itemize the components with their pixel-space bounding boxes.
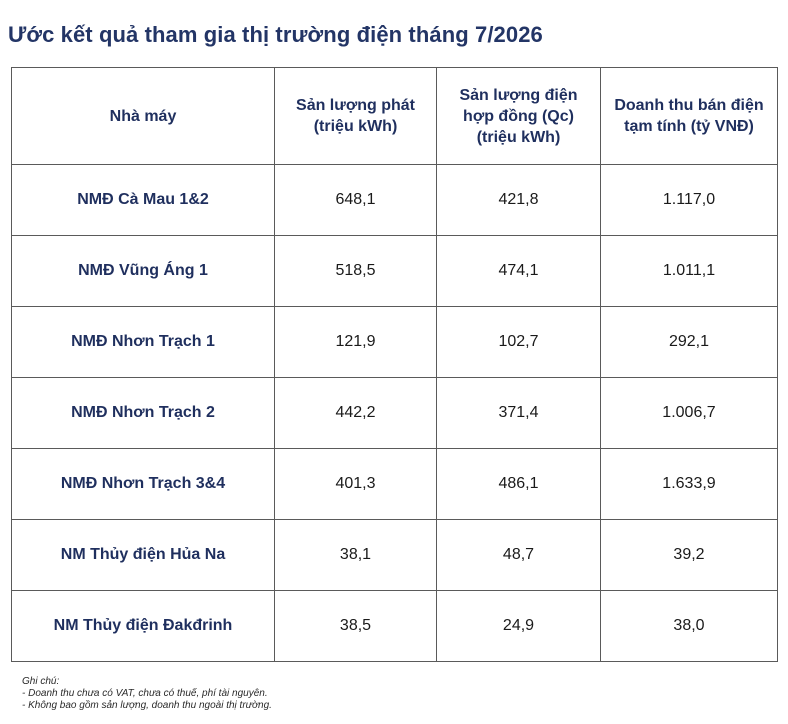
plant-name-cell: NMĐ Cà Mau 1&2 <box>11 164 275 236</box>
revenue-cell: 1.117,0 <box>600 164 778 236</box>
table-row: NMĐ Nhơn Trạch 1 121,9 102,7 292,1 <box>11 306 778 378</box>
contract-output-cell: 24,9 <box>436 590 601 662</box>
output-cell: 648,1 <box>274 164 437 236</box>
output-cell: 518,5 <box>274 235 437 307</box>
plant-name-cell: NMĐ Nhơn Trạch 2 <box>11 377 275 449</box>
note-line: - Không bao gồm sản lượng, doanh thu ngo… <box>22 700 272 711</box>
contract-output-cell: 486,1 <box>436 448 601 520</box>
table-row: NMĐ Nhơn Trạch 2 442,2 371,4 1.006,7 <box>11 377 778 449</box>
revenue-cell: 1.633,9 <box>600 448 778 520</box>
revenue-cell: 1.011,1 <box>600 235 778 307</box>
contract-output-cell: 102,7 <box>436 306 601 378</box>
revenue-cell: 38,0 <box>600 590 778 662</box>
revenue-cell: 39,2 <box>600 519 778 591</box>
contract-output-cell: 48,7 <box>436 519 601 591</box>
contract-output-cell: 421,8 <box>436 164 601 236</box>
note-line: - Doanh thu chưa có VAT, chưa có thuế, p… <box>22 688 268 699</box>
output-cell: 38,5 <box>274 590 437 662</box>
table-row: NM Thủy điện Đakđrinh 38,5 24,9 38,0 <box>11 590 778 662</box>
header-revenue: Doanh thu bán điện tạm tính (tỷ VNĐ) <box>600 67 778 165</box>
output-cell: 401,3 <box>274 448 437 520</box>
output-cell: 121,9 <box>274 306 437 378</box>
revenue-cell: 1.006,7 <box>600 377 778 449</box>
plant-name-cell: NMĐ Nhơn Trạch 1 <box>11 306 275 378</box>
header-plant: Nhà máy <box>11 67 275 165</box>
plant-name-cell: NM Thủy điện Đakđrinh <box>11 590 275 662</box>
plant-name-cell: NMĐ Nhơn Trạch 3&4 <box>11 448 275 520</box>
page-title: Ước kết quả tham gia thị trường điện thá… <box>8 22 543 47</box>
market-results-table: Nhà máy Sản lượng phát (triệu kWh) Sản l… <box>11 67 778 662</box>
table-row: NM Thủy điện Hủa Na 38,1 48,7 39,2 <box>11 519 778 591</box>
notes-heading: Ghi chú: <box>22 676 60 687</box>
notes-section: Ghi chú: - Doanh thu chưa có VAT, chưa c… <box>22 676 272 712</box>
table-row: NMĐ Vũng Áng 1 518,5 474,1 1.011,1 <box>11 235 778 307</box>
output-cell: 442,2 <box>274 377 437 449</box>
table-row: NMĐ Cà Mau 1&2 648,1 421,8 1.117,0 <box>11 164 778 236</box>
contract-output-cell: 371,4 <box>436 377 601 449</box>
contract-output-cell: 474,1 <box>436 235 601 307</box>
output-cell: 38,1 <box>274 519 437 591</box>
table-header-row: Nhà máy Sản lượng phát (triệu kWh) Sản l… <box>11 67 778 165</box>
header-contract-output: Sản lượng điện hợp đồng (Qc) (triệu kWh) <box>436 67 601 165</box>
plant-name-cell: NM Thủy điện Hủa Na <box>11 519 275 591</box>
header-output: Sản lượng phát (triệu kWh) <box>274 67 437 165</box>
revenue-cell: 292,1 <box>600 306 778 378</box>
plant-name-cell: NMĐ Vũng Áng 1 <box>11 235 275 307</box>
table-row: NMĐ Nhơn Trạch 3&4 401,3 486,1 1.633,9 <box>11 448 778 520</box>
